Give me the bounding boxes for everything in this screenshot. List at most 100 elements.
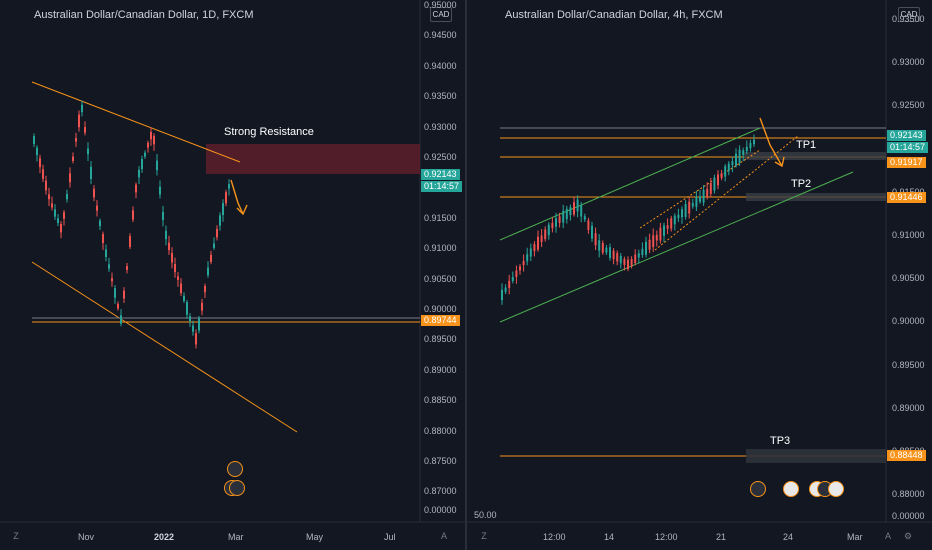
right-bottom-value: 50.00 [474, 510, 497, 520]
tp2-label[interactable]: TP2 [791, 178, 812, 190]
candle-body [652, 235, 655, 248]
candle-body [681, 209, 683, 218]
left-ytick: 0.89500 [424, 334, 457, 345]
candle-body [162, 211, 164, 220]
candle-body [186, 302, 188, 315]
candle-body [504, 287, 507, 292]
event-flag-icon[interactable] [783, 481, 799, 497]
candle-body [87, 148, 89, 155]
candle-body [45, 180, 47, 191]
candle-body [132, 210, 134, 220]
candle-body [153, 135, 155, 145]
candle-body [637, 253, 640, 258]
candle-body [33, 136, 35, 144]
candle-body [216, 228, 218, 238]
candle-body [695, 196, 698, 208]
settings-gear-icon[interactable]: ⚙ [903, 531, 913, 541]
candle-body [724, 166, 727, 177]
candle-body [123, 290, 125, 299]
candle-body [515, 270, 518, 277]
candle-body [81, 104, 83, 113]
right-price-tag: 0.92143 [887, 130, 926, 141]
left-ytick: 0.93000 [424, 121, 457, 132]
candle-body [727, 163, 730, 171]
candle-body [159, 186, 161, 195]
lower-trendline[interactable] [31, 261, 298, 433]
down-arrow-right[interactable] [759, 117, 783, 167]
left-ytick: 0.89000 [424, 364, 457, 375]
left-ytick: 0.94000 [424, 60, 457, 71]
candle-body [219, 215, 221, 226]
left-ytick: 0.90000 [424, 304, 457, 314]
candle-body [36, 147, 38, 156]
right-auto-scale-button[interactable]: A [884, 531, 891, 541]
candle-body [228, 184, 230, 189]
left-chart-title: Australian Dollar/Canadian Dollar, 1D, F… [34, 9, 254, 21]
candle-body [213, 243, 215, 248]
candle-body [558, 216, 561, 223]
left-ytick: 0.00000 [424, 505, 457, 515]
left-zoom-button[interactable]: Z [13, 531, 19, 541]
channel-upper[interactable] [499, 127, 761, 241]
tp2-price-tag: 0.91446 [887, 192, 926, 203]
candle-body [72, 156, 74, 161]
candle-body [623, 259, 626, 265]
left-price-tag: 0.92143 [421, 169, 460, 180]
candle-body [540, 235, 543, 242]
candle-body [84, 127, 86, 133]
right-zoom-button[interactable]: Z [481, 531, 487, 541]
left-auto-scale-button[interactable]: A [440, 531, 447, 541]
candle-body [78, 114, 80, 128]
right-ytick: 0.91500 [892, 187, 925, 197]
left-xtick-mar: Mar [228, 532, 244, 542]
event-earth-icon[interactable] [227, 461, 243, 477]
candle-body [222, 203, 224, 216]
left-xtick-jul: Jul [384, 532, 396, 542]
left-currency-badge[interactable]: CAD [430, 7, 452, 22]
candle-body [706, 188, 709, 197]
resistance-zone[interactable] [206, 144, 420, 174]
candle-body [526, 254, 529, 262]
candle-body [641, 248, 644, 255]
candle-body [533, 244, 536, 252]
candle-body [204, 285, 206, 293]
channel-lower[interactable] [499, 171, 854, 323]
candle-body [598, 240, 601, 251]
candle-body [742, 150, 745, 156]
left-ytick: 0.92500 [424, 152, 457, 162]
right-ytick: 0.89000 [892, 402, 925, 413]
candle-body [156, 160, 158, 171]
left-ytick: 0.90500 [424, 273, 457, 284]
candle-body [551, 222, 554, 229]
right-xtick-21: 21 [716, 532, 727, 542]
tp1-label[interactable]: TP1 [796, 139, 817, 151]
candle-body [207, 267, 209, 276]
candle-body [735, 153, 737, 166]
event-earth-icon-3[interactable] [229, 480, 245, 496]
event-earth-icon-4[interactable] [750, 481, 766, 497]
candle-body [699, 196, 701, 202]
upper-trendline[interactable] [31, 81, 241, 163]
down-arrow-left[interactable] [230, 179, 244, 215]
right-xtick-24: 24 [783, 532, 794, 542]
candle-body [627, 259, 629, 269]
candle-body [210, 254, 212, 262]
left-level-tag: 0.89744 [421, 315, 460, 326]
candle-body [529, 248, 532, 257]
right-ytick: 0.93500 [892, 14, 925, 24]
strong-resistance-label[interactable]: Strong Resistance [224, 126, 314, 138]
right-xtick-14: 14 [604, 532, 615, 542]
candle-body [544, 229, 547, 240]
tp3-label[interactable]: TP3 [770, 435, 791, 447]
right-currency-badge[interactable]: CAD [898, 7, 920, 22]
candle-body [702, 189, 705, 203]
right-candles [501, 134, 755, 305]
event-flag-icon-3[interactable] [828, 481, 844, 497]
candle-body [108, 264, 110, 269]
candle-body [605, 247, 608, 253]
candle-body [75, 138, 77, 142]
left-ytick: 0.93500 [424, 91, 457, 102]
candle-body [648, 239, 651, 250]
candle-body [753, 139, 755, 145]
